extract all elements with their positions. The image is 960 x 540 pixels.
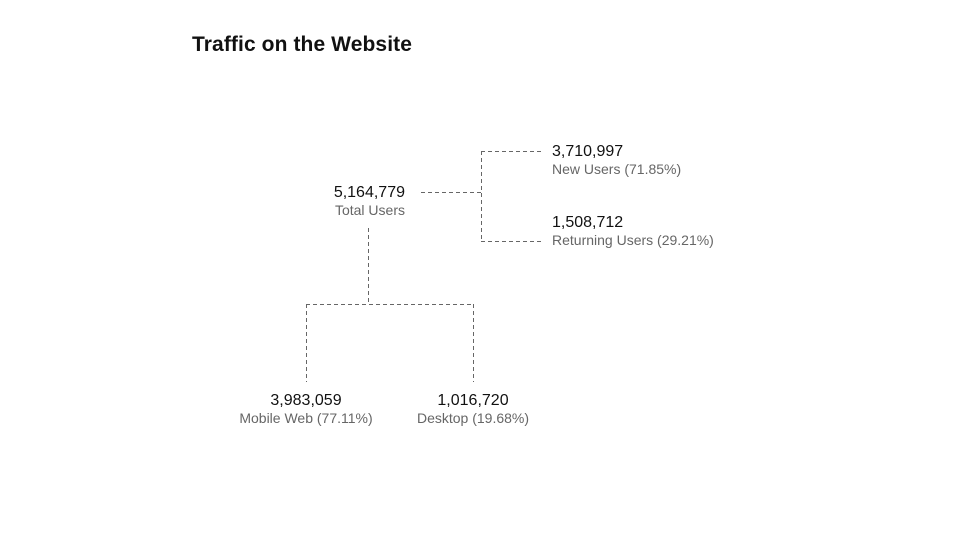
returning-users-value: 1,508,712 (552, 214, 624, 231)
new-users-value: 3,710,997 (552, 143, 624, 160)
desktop-value: 1,016,720 (437, 392, 509, 409)
node-new-users: 3,710,997 New Users (71.85%) (552, 143, 681, 178)
node-returning-users: 1,508,712 Returning Users (29.21%) (552, 214, 714, 249)
mobile-web-label: Mobile Web (77.11%) (239, 410, 373, 426)
mobile-web-value: 3,983,059 (270, 392, 342, 409)
node-mobile-web: 3,983,059 Mobile Web (77.11%) (210, 392, 402, 427)
new-users-label: New Users (71.85%) (552, 161, 682, 177)
returning-users-label: Returning Users (29.21%) (552, 232, 714, 248)
node-total-users: 5,164,779 Total Users (334, 184, 405, 219)
node-desktop: 1,016,720 Desktop (19.68%) (377, 392, 569, 427)
total-users-value: 5,164,779 (333, 184, 405, 201)
total-users-label: Total Users (334, 202, 405, 218)
desktop-label: Desktop (19.68%) (416, 410, 530, 426)
diagram-title: Traffic on the Website (192, 33, 413, 56)
